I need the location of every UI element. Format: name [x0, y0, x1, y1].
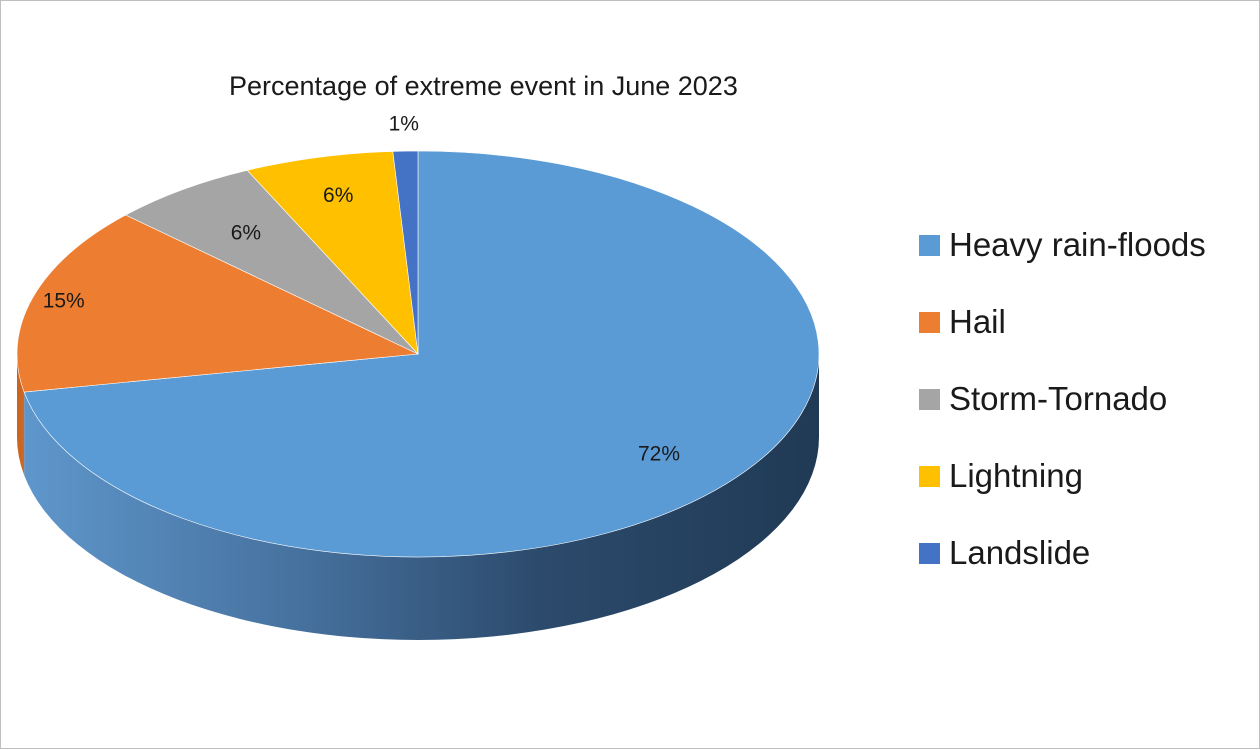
chart-title: Percentage of extreme event in June 2023: [229, 71, 738, 101]
legend-item-landslide: Landslide: [919, 531, 1206, 608]
pie-side-heavy-rain-floods: [24, 354, 820, 641]
legend-label: Landslide: [949, 534, 1091, 571]
pie-slice-lightning: [246, 151, 419, 355]
pie-slice-heavy-rain-floods: [23, 150, 820, 558]
legend-label: Hail: [949, 303, 1006, 340]
legend-label: Storm-Tornado: [949, 380, 1168, 417]
pie-side-hail: [17, 354, 25, 476]
pie-slice-landslide: [392, 150, 419, 355]
pie-slice-storm-tornado: [125, 169, 419, 355]
legend-item-storm-tornado: Storm-Tornado: [919, 377, 1206, 454]
legend-swatch: [919, 543, 940, 564]
legend-label: Lightning: [949, 457, 1083, 494]
pie-slice-hail: [16, 214, 420, 393]
data-label-hail: 15%: [43, 289, 85, 312]
legend-item-heavy-rain-floods: Heavy rain-floods: [919, 223, 1206, 300]
legend-swatch: [919, 466, 940, 487]
data-label-landslide: 1%: [389, 112, 419, 135]
data-label-heavy-rain-floods: 72%: [638, 442, 680, 465]
legend: Heavy rain-floods Hail Storm-Tornado Lig…: [919, 223, 1206, 608]
legend-swatch: [919, 389, 940, 410]
data-label-lightning: 6%: [323, 184, 353, 207]
legend-item-lightning: Lightning: [919, 454, 1206, 531]
legend-swatch: [919, 235, 940, 256]
legend-item-hail: Hail: [919, 300, 1206, 377]
legend-swatch: [919, 312, 940, 333]
legend-label: Heavy rain-floods: [949, 226, 1206, 263]
data-label-storm-tornado: 6%: [231, 222, 261, 245]
